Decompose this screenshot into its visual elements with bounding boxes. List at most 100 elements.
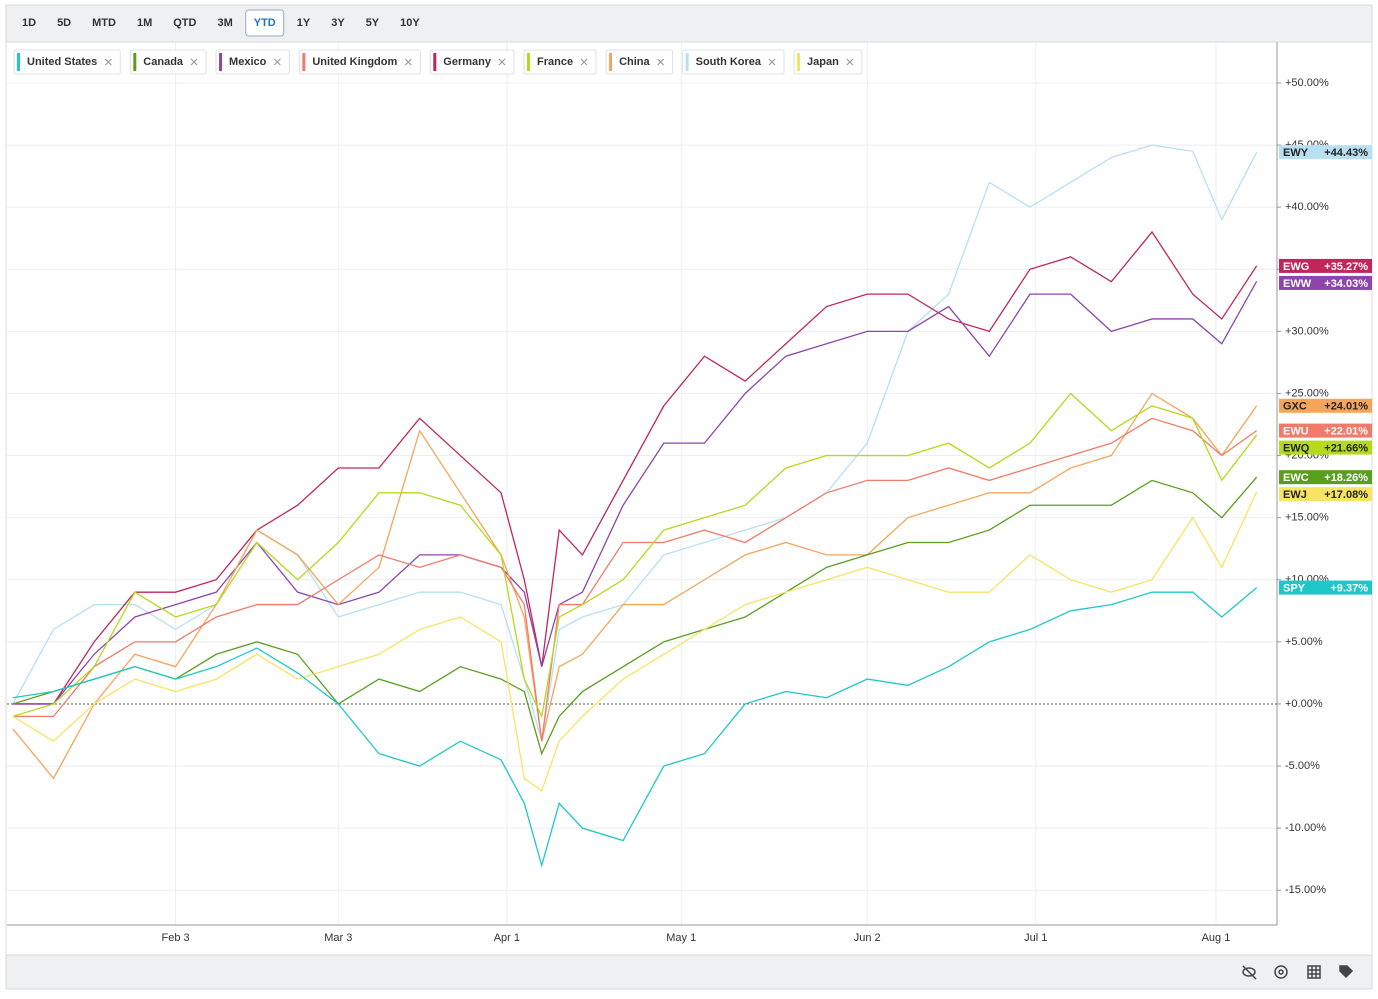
end-label-value: +21.66%	[1324, 443, 1368, 455]
x-tick-label: Jun 2	[854, 932, 881, 944]
legend-chip[interactable]: Mexico	[215, 49, 290, 75]
legend-label[interactable]: Mexico	[229, 56, 267, 68]
series-line	[12, 587, 1258, 868]
y-tick-label: +5.00%	[1285, 636, 1323, 648]
legend-close[interactable]	[657, 58, 665, 66]
x-tick-label: Apr 1	[494, 932, 520, 944]
range-button[interactable]: 1Y	[297, 17, 311, 29]
end-label: EWQ +21.66%	[1279, 440, 1372, 455]
end-label-value: +9.37%	[1330, 582, 1368, 594]
series-line	[12, 491, 1258, 792]
range-label[interactable]: 10Y	[400, 17, 420, 29]
legend-close[interactable]	[273, 58, 281, 66]
legend-label[interactable]: China	[619, 56, 650, 68]
legend-label[interactable]: Canada	[143, 56, 184, 68]
selected-box	[245, 9, 285, 37]
y-tick-label: +40.00%	[1285, 201, 1329, 213]
end-label-value: +44.43%	[1324, 147, 1368, 159]
legend-close[interactable]	[846, 58, 854, 66]
legend-close[interactable]	[768, 58, 776, 66]
legend-swatch	[685, 53, 689, 71]
legend-swatch	[302, 53, 306, 71]
legend-close[interactable]	[190, 58, 198, 66]
end-label-ticker: GXC	[1283, 401, 1307, 413]
footer-bar	[5, 954, 1373, 990]
range-button[interactable]: 10Y	[400, 17, 420, 29]
legend-chip[interactable]: Japan	[793, 49, 863, 75]
range-label[interactable]: YTD	[254, 17, 276, 29]
legend-chip[interactable]: China	[605, 49, 674, 75]
series-line	[12, 392, 1258, 719]
range-button[interactable]: 3Y	[331, 17, 345, 29]
end-label-ticker: EWC	[1283, 472, 1309, 484]
range-label[interactable]: QTD	[173, 17, 196, 29]
end-label: GXC +24.01%	[1279, 398, 1372, 413]
range-label[interactable]: 1M	[137, 17, 152, 29]
series-line	[12, 417, 1258, 742]
end-label-ticker: EWG	[1283, 261, 1309, 273]
range-button[interactable]: 5D	[57, 17, 71, 29]
range-label[interactable]: 1D	[22, 17, 36, 29]
legend-box	[429, 49, 515, 75]
legend-close[interactable]	[404, 58, 412, 66]
end-label-box	[1279, 580, 1372, 595]
toolbar	[5, 4, 1373, 43]
reset-icon[interactable]	[1274, 965, 1288, 979]
legend-chip[interactable]: Germany	[429, 49, 515, 75]
end-label-box	[1279, 258, 1372, 273]
end-label-ticker: EWJ	[1283, 489, 1307, 501]
legend-chip[interactable]: South Korea	[682, 49, 785, 75]
legend-chip[interactable]: Canada	[129, 49, 207, 75]
end-label-ticker: EWQ	[1283, 443, 1310, 455]
x-tick-label: Mar 3	[324, 932, 352, 944]
range-button[interactable]: 5Y	[366, 17, 380, 29]
y-tick-label: +30.00%	[1285, 325, 1329, 337]
y-tick-label: -10.00%	[1285, 822, 1326, 834]
legend-close[interactable]	[104, 58, 112, 66]
legend-swatch	[433, 53, 437, 71]
range-button[interactable]: 3M	[217, 17, 232, 29]
range-button[interactable]: QTD	[173, 17, 196, 29]
range-label[interactable]: 5Y	[366, 17, 380, 29]
legend-swatch	[17, 53, 20, 71]
legend-label[interactable]: United Kingdom	[312, 56, 397, 68]
end-label-box	[1279, 145, 1372, 160]
range-button[interactable]: 1M	[137, 17, 152, 29]
table-icon[interactable]	[1307, 965, 1321, 979]
end-label-ticker: SPY	[1283, 582, 1306, 594]
legend-close[interactable]	[580, 58, 588, 66]
legend-label[interactable]: Germany	[443, 56, 492, 68]
legend-box	[793, 49, 863, 75]
x-tick-label: Jul 1	[1024, 932, 1047, 944]
legend-close[interactable]	[498, 58, 506, 66]
range-button[interactable]: MTD	[92, 17, 116, 29]
tag-icon[interactable]	[1339, 965, 1354, 979]
end-label: SPY +9.37%	[1279, 580, 1372, 595]
legend-box	[215, 49, 290, 75]
range-label[interactable]: MTD	[92, 17, 116, 29]
x-tick-label: May 1	[666, 932, 696, 944]
hide-icon[interactable]	[1242, 965, 1257, 980]
series-line	[12, 392, 1258, 780]
end-label-value: +17.08%	[1324, 489, 1368, 501]
legend-label[interactable]: South Korea	[696, 56, 762, 68]
end-label-value: +22.01%	[1324, 426, 1368, 438]
end-label-value: +18.26%	[1324, 472, 1368, 484]
range-button[interactable]: YTD	[245, 9, 285, 37]
range-label[interactable]: 1Y	[297, 17, 311, 29]
legend-chip[interactable]: United States	[13, 49, 121, 75]
range-button[interactable]: 1D	[22, 17, 36, 29]
end-label-box	[1279, 470, 1372, 485]
range-label[interactable]: 3M	[217, 17, 232, 29]
range-label[interactable]: 5D	[57, 17, 71, 29]
end-label: EWJ +17.08%	[1279, 487, 1372, 502]
legend-swatch	[797, 53, 801, 71]
legend-chip[interactable]: France	[523, 49, 597, 75]
legend-label[interactable]: United States	[27, 56, 97, 68]
range-label[interactable]: 3Y	[331, 17, 345, 29]
legend-swatch	[219, 53, 223, 71]
legend-chip[interactable]: United Kingdom	[298, 49, 421, 75]
legend-label[interactable]: France	[537, 56, 573, 68]
legend-label[interactable]: Japan	[807, 56, 839, 68]
legend-box	[129, 49, 207, 75]
